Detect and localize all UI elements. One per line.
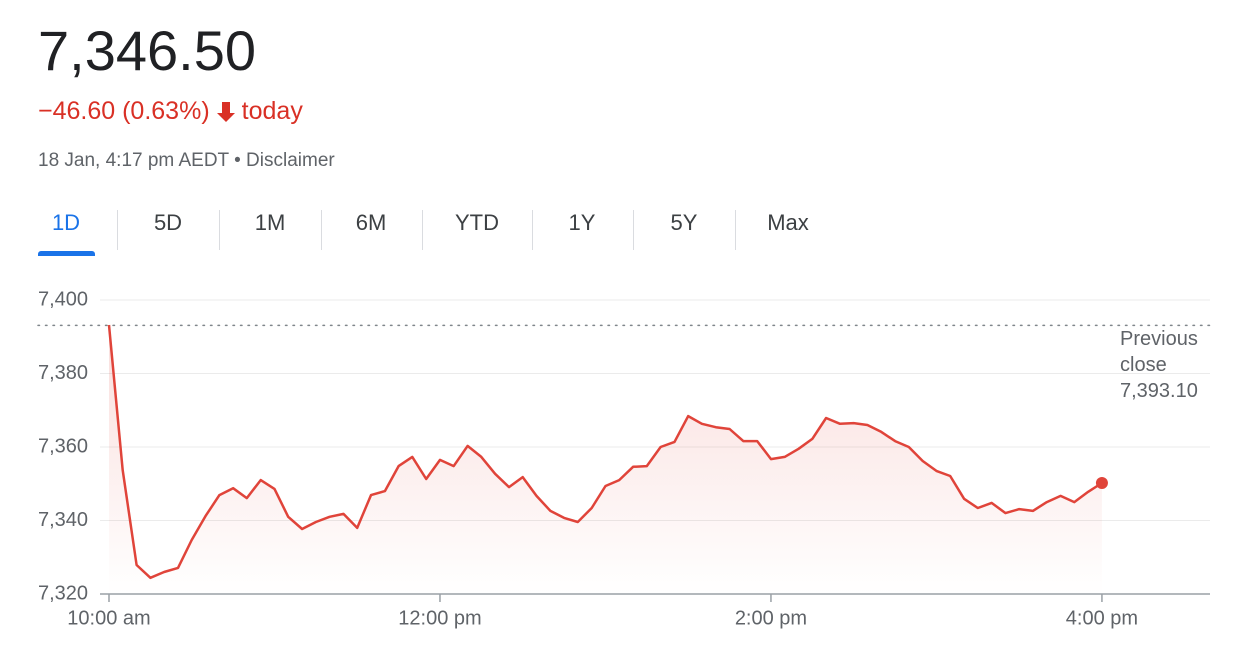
- tabs: 1D 5D 1M 6M YTD 1Y 5Y Max: [0, 210, 1254, 260]
- reference-label: Previous close 7,393.10: [1120, 326, 1215, 404]
- separator: •: [234, 150, 241, 171]
- range-tab[interactable]: 1M: [254, 210, 286, 235]
- tab-separator: [633, 210, 634, 250]
- change-period: today: [241, 97, 303, 125]
- range-tab[interactable]: 1Y: [568, 210, 596, 235]
- reference-name: Previous close: [1120, 328, 1198, 376]
- tab-separator: [422, 210, 423, 250]
- tab-separator: [735, 210, 736, 250]
- tab-separator: [532, 210, 533, 250]
- line: [107, 324, 1103, 580]
- y-tick-label: 7,340: [38, 509, 88, 531]
- date-row: 18 Jan, 4:17 pm AEDT • Disclaimer: [38, 150, 335, 172]
- x-tick-label: 12:00 pm: [398, 607, 481, 629]
- range-tab[interactable]: 5D: [153, 210, 183, 235]
- y-tick-label: 7,380: [38, 362, 88, 384]
- timestamp: 18 Jan, 4:17 pm AEDT: [38, 150, 229, 171]
- down-arrow: [216, 101, 235, 122]
- range-tab[interactable]: YTD: [455, 210, 499, 235]
- y-tick-label: 7,400: [38, 288, 88, 310]
- range-tab[interactable]: Max: [767, 210, 809, 235]
- disclaimer[interactable]: Disclaimer: [246, 150, 335, 171]
- tab-separator: [117, 210, 118, 250]
- price: 7,346.50: [38, 19, 256, 82]
- reference-value: 7,393.10: [1120, 380, 1198, 402]
- change-row: −46.60 (0.63%) today: [38, 97, 303, 126]
- tab-separator: [321, 210, 322, 250]
- area: [108, 325, 1102, 594]
- last-point: [1095, 477, 1108, 490]
- x-tick-label: 10:00 am: [67, 607, 150, 629]
- range-tab[interactable]: 1D: [51, 210, 81, 235]
- x-tick-label: 2:00 pm: [735, 607, 807, 629]
- tab-underline: [38, 251, 95, 256]
- range-tab[interactable]: 6M: [355, 210, 387, 235]
- y-tick-label: 7,320: [38, 582, 88, 604]
- tab-separator: [219, 210, 220, 250]
- y-tick-label: 7,360: [38, 435, 88, 457]
- change: −46.60 (0.63%): [38, 97, 210, 125]
- range-tab[interactable]: 5Y: [670, 210, 698, 235]
- x-tick-label: 4:00 pm: [1066, 607, 1138, 629]
